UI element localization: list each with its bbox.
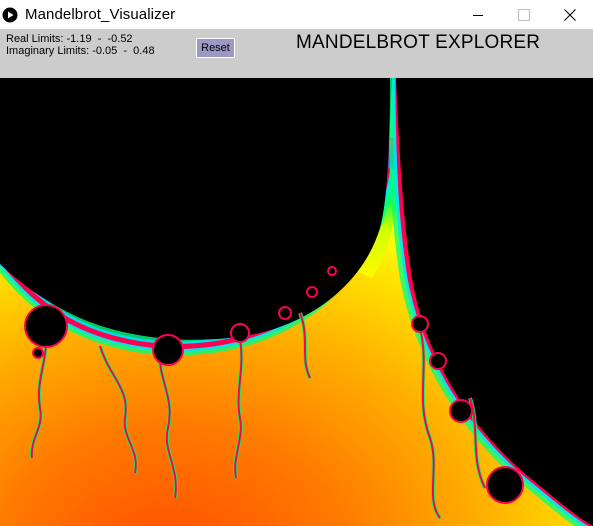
app-heading: MANDELBROT EXPLORER <box>296 32 541 53</box>
control-panel: Real Limits: -1.19 - -0.52 Imaginary Lim… <box>0 29 593 78</box>
minimize-button[interactable] <box>455 0 501 29</box>
minimize-icon <box>473 14 483 16</box>
limits-readout: Real Limits: -1.19 - -0.52 Imaginary Lim… <box>6 33 155 57</box>
window-title: Mandelbrot_Visualizer <box>25 6 176 23</box>
maximize-button[interactable] <box>501 0 547 29</box>
mandelbrot-canvas[interactable] <box>0 78 593 526</box>
imaginary-limits-text: Imaginary Limits: -0.05 - 0.48 <box>6 45 155 57</box>
close-icon <box>564 8 576 21</box>
title-bar[interactable]: Mandelbrot_Visualizer <box>0 0 593 29</box>
reset-button[interactable]: Reset <box>196 38 235 58</box>
play-circle-icon <box>2 7 18 23</box>
window-controls <box>455 0 593 29</box>
fractal-render <box>0 78 593 526</box>
close-button[interactable] <box>547 0 593 29</box>
maximize-icon <box>518 8 530 21</box>
real-limits-text: Real Limits: -1.19 - -0.52 <box>6 33 133 45</box>
